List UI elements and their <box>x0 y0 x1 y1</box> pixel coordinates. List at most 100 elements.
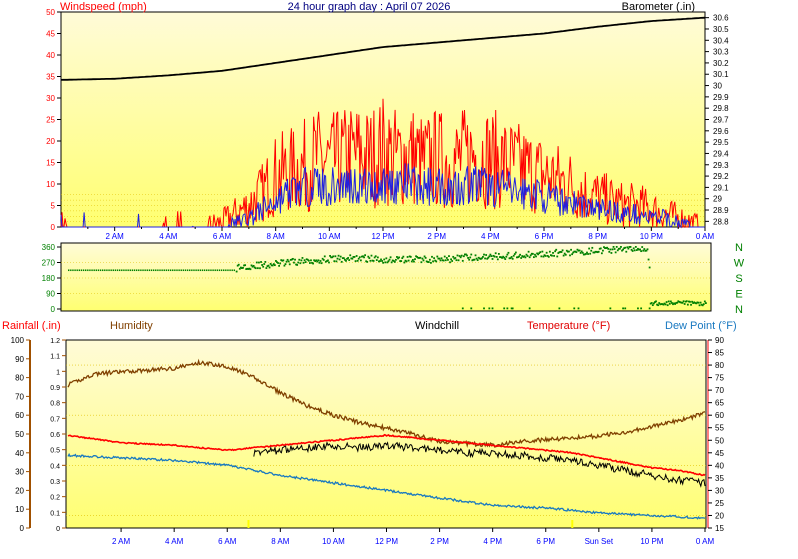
direction-point <box>422 259 425 262</box>
temperature-tick-label: 65 <box>715 399 724 408</box>
direction-tick-label: 270 <box>42 259 56 268</box>
direction-point <box>210 269 212 272</box>
direction-point <box>671 302 673 304</box>
direction-point <box>286 258 289 261</box>
direction-point <box>220 269 223 272</box>
direction-point <box>298 258 301 261</box>
direction-point <box>253 266 256 269</box>
direction-point <box>357 257 360 260</box>
direction-point <box>624 307 627 310</box>
direction-point <box>245 268 248 270</box>
direction-point <box>163 269 165 272</box>
direction-point <box>424 256 427 259</box>
direction-point <box>295 263 297 266</box>
rainfall-tick-label: 0.2 <box>50 495 60 502</box>
direction-point <box>420 261 423 264</box>
direction-point <box>297 261 300 264</box>
direction-point <box>489 253 492 256</box>
direction-point <box>662 303 665 306</box>
direction-point <box>597 250 600 253</box>
windspeed-tick-label: 20 <box>46 137 55 146</box>
direction-point <box>464 253 466 256</box>
direction-point <box>218 269 221 272</box>
direction-point <box>84 269 87 272</box>
direction-point <box>444 259 447 262</box>
barometer-tick-label: 30.6 <box>713 14 729 23</box>
temperature-tick-label: 40 <box>715 461 724 470</box>
windchill-line <box>253 441 706 488</box>
direction-point <box>184 269 187 272</box>
direction-point <box>582 253 585 256</box>
direction-point <box>585 253 587 255</box>
direction-point <box>104 269 106 272</box>
direction-point <box>625 250 628 253</box>
time-tick-label: 2 AM <box>112 537 131 546</box>
direction-point <box>490 255 493 258</box>
direction-point <box>275 260 277 262</box>
direction-point <box>248 267 251 270</box>
direction-point <box>276 261 278 264</box>
direction-point <box>330 256 333 259</box>
direction-point <box>78 269 81 272</box>
temperature-panel-series <box>67 358 706 520</box>
direction-point <box>356 259 359 262</box>
direction-point <box>413 260 415 263</box>
direction-point <box>436 255 439 258</box>
direction-point <box>645 249 648 252</box>
direction-point <box>679 301 682 304</box>
temperature-tick-label: 50 <box>715 436 724 445</box>
direction-point <box>265 267 268 269</box>
direction-point <box>479 258 482 260</box>
direction-point <box>676 301 679 304</box>
direction-point <box>325 260 328 263</box>
direction-point <box>348 259 351 261</box>
direction-point <box>251 265 254 268</box>
direction-point <box>407 259 410 262</box>
windspeed-tick-label: 15 <box>46 159 55 168</box>
direction-point <box>352 256 355 258</box>
direction-point <box>311 261 313 264</box>
direction-point <box>470 253 473 256</box>
time-tick-label: 6 AM <box>213 232 232 241</box>
direction-point <box>93 269 95 272</box>
humidity-tick-label: 0 <box>20 524 25 533</box>
direction-point <box>396 256 398 258</box>
direction-point <box>533 256 535 259</box>
humidity-tick-label: 20 <box>15 486 24 495</box>
direction-point <box>250 264 253 267</box>
direction-point <box>249 268 252 271</box>
direction-point <box>640 250 643 253</box>
direction-point <box>387 260 390 263</box>
barometer-tick-label: 29 <box>713 195 722 204</box>
rainfall-tick-label: 0.6 <box>50 432 60 439</box>
direction-point <box>125 269 127 272</box>
direction-point <box>651 304 654 307</box>
direction-point <box>577 307 580 310</box>
wind-direction-axis: 0 90 180 270 360 <box>42 243 61 314</box>
direction-point <box>484 257 486 260</box>
direction-point <box>252 265 255 267</box>
time-tick-label: 8 PM <box>588 232 607 241</box>
direction-point <box>341 257 344 260</box>
direction-point <box>506 253 509 256</box>
direction-point <box>285 260 288 263</box>
direction-point <box>502 255 505 258</box>
windspeed-axis-label: Windspeed (mph) <box>60 1 147 13</box>
direction-point <box>328 261 330 264</box>
direction-point <box>336 257 339 260</box>
direction-point <box>312 262 314 265</box>
direction-point <box>600 252 603 255</box>
direction-point <box>269 262 272 265</box>
direction-point <box>456 254 459 257</box>
direction-point <box>626 246 629 249</box>
direction-point <box>214 269 216 272</box>
barometer-tick-label: 30.5 <box>713 25 729 34</box>
direction-point <box>260 261 262 263</box>
direction-point <box>637 247 639 250</box>
direction-point <box>306 258 309 261</box>
direction-point <box>524 256 527 259</box>
direction-point <box>640 307 643 310</box>
direction-point <box>272 263 275 265</box>
direction-point <box>700 303 703 306</box>
direction-point <box>231 269 233 272</box>
